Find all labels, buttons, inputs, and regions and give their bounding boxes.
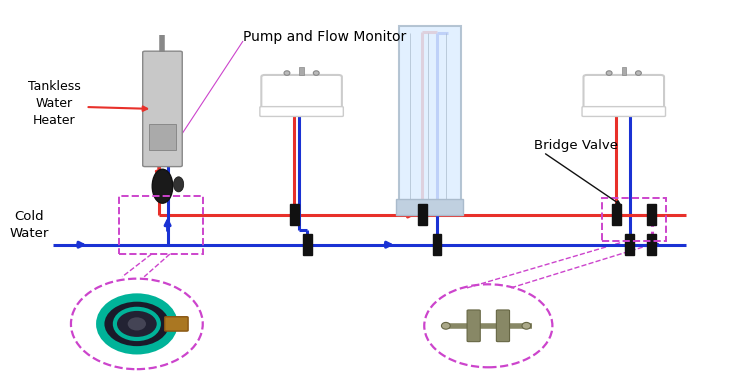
- FancyBboxPatch shape: [496, 310, 509, 342]
- Bar: [418, 204, 427, 225]
- Bar: [303, 234, 312, 255]
- FancyBboxPatch shape: [584, 75, 664, 111]
- Bar: [396, 200, 463, 215]
- Text: Cold
Water: Cold Water: [10, 210, 49, 240]
- FancyBboxPatch shape: [262, 75, 342, 111]
- Ellipse shape: [442, 322, 451, 329]
- FancyBboxPatch shape: [467, 310, 480, 342]
- Ellipse shape: [128, 317, 146, 331]
- FancyBboxPatch shape: [260, 107, 343, 116]
- Ellipse shape: [606, 71, 612, 75]
- Ellipse shape: [284, 71, 290, 75]
- Ellipse shape: [173, 177, 184, 192]
- Text: Bridge Valve: Bridge Valve: [534, 139, 618, 152]
- Bar: [299, 67, 304, 75]
- Bar: [433, 234, 442, 255]
- FancyBboxPatch shape: [398, 26, 461, 215]
- Bar: [648, 204, 656, 225]
- Ellipse shape: [522, 322, 531, 329]
- FancyBboxPatch shape: [143, 51, 182, 166]
- Ellipse shape: [152, 169, 173, 203]
- FancyBboxPatch shape: [582, 107, 665, 116]
- Bar: [625, 234, 634, 255]
- Bar: [612, 204, 621, 225]
- Text: Pump and Flow Monitor: Pump and Flow Monitor: [243, 30, 406, 44]
- Ellipse shape: [636, 71, 642, 75]
- Bar: [290, 204, 298, 225]
- Ellipse shape: [100, 298, 173, 350]
- Text: Tankless
Water
Heater: Tankless Water Heater: [28, 80, 81, 127]
- FancyBboxPatch shape: [165, 317, 188, 331]
- Ellipse shape: [313, 71, 319, 75]
- Bar: [648, 234, 656, 255]
- Ellipse shape: [115, 309, 159, 339]
- Bar: [622, 67, 626, 75]
- Bar: [148, 124, 176, 150]
